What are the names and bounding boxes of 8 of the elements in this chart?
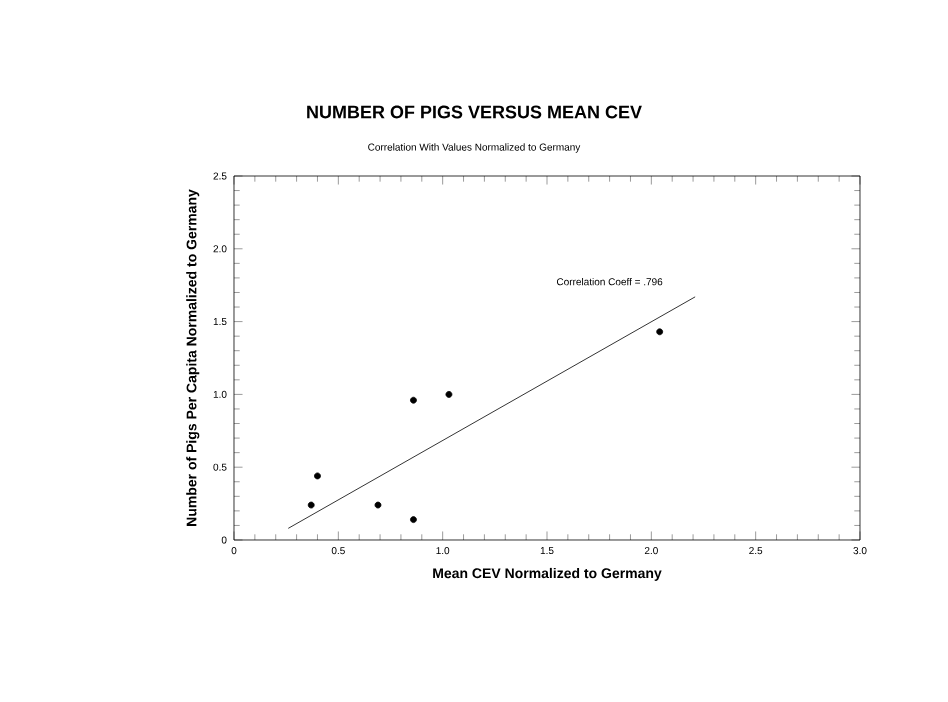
point	[314, 472, 321, 480]
chart-title: NUMBER OF PIGS VERSUS MEAN CEV	[307, 105, 642, 119]
point	[410, 516, 417, 524]
point	[374, 501, 382, 509]
point	[445, 391, 453, 398]
point	[410, 396, 417, 404]
point	[307, 501, 315, 509]
point	[656, 328, 664, 336]
